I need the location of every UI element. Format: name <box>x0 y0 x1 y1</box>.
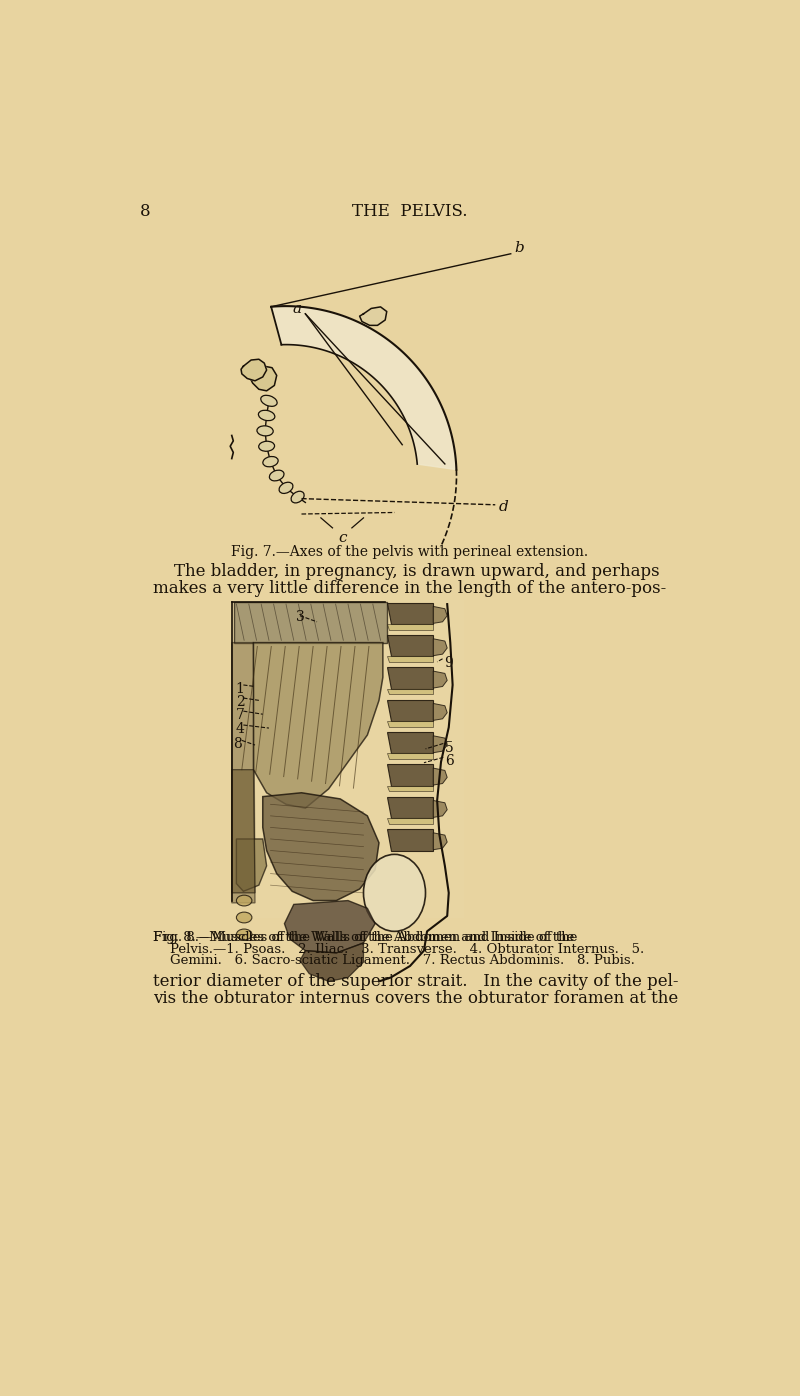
Ellipse shape <box>261 395 277 406</box>
Polygon shape <box>386 829 434 850</box>
Text: a: a <box>292 303 302 317</box>
Polygon shape <box>237 839 266 891</box>
Polygon shape <box>434 704 447 720</box>
Polygon shape <box>254 642 383 808</box>
Polygon shape <box>386 656 434 662</box>
Polygon shape <box>232 769 255 893</box>
Ellipse shape <box>237 930 252 940</box>
Polygon shape <box>434 671 447 688</box>
Polygon shape <box>386 764 434 786</box>
Text: 3: 3 <box>295 610 304 624</box>
Polygon shape <box>434 768 447 785</box>
Polygon shape <box>230 600 464 919</box>
Text: terior diameter of the superior strait.   In the cavity of the pel-: terior diameter of the superior strait. … <box>153 973 678 990</box>
Polygon shape <box>434 800 447 818</box>
Polygon shape <box>386 603 434 624</box>
Text: 6: 6 <box>445 754 454 768</box>
Text: d: d <box>499 500 509 514</box>
Ellipse shape <box>258 441 274 451</box>
Polygon shape <box>241 359 266 381</box>
Polygon shape <box>434 606 447 624</box>
Text: c: c <box>338 530 347 544</box>
Ellipse shape <box>258 410 275 420</box>
Polygon shape <box>386 818 434 824</box>
Polygon shape <box>232 642 255 903</box>
Polygon shape <box>300 942 363 981</box>
Polygon shape <box>285 900 375 953</box>
Polygon shape <box>386 722 434 726</box>
Ellipse shape <box>237 912 252 923</box>
Polygon shape <box>271 306 456 469</box>
Ellipse shape <box>279 482 293 493</box>
Text: Pelvis.—1. Psoas.   2. Iliac.   3. Transverse.   4. Obturator Internus.   5.: Pelvis.—1. Psoas. 2. Iliac. 3. Transvers… <box>170 942 644 956</box>
Text: makes a very little difference in the length of the antero-pos-: makes a very little difference in the le… <box>153 581 666 597</box>
Polygon shape <box>234 602 386 642</box>
Polygon shape <box>386 732 434 754</box>
Text: 8: 8 <box>140 202 151 221</box>
Text: 5: 5 <box>445 741 454 755</box>
Polygon shape <box>386 635 434 656</box>
Text: Fig. 8.—Muscles of the Walls of the Abdomen and Inside of the: Fig. 8.—Muscles of the Walls of the Abdo… <box>153 931 574 944</box>
Text: 8: 8 <box>234 737 242 751</box>
Polygon shape <box>262 793 379 900</box>
Polygon shape <box>360 307 386 325</box>
Polygon shape <box>386 699 434 722</box>
Text: 1: 1 <box>236 681 245 695</box>
Ellipse shape <box>257 426 274 436</box>
Ellipse shape <box>270 470 284 480</box>
Ellipse shape <box>237 895 252 906</box>
Polygon shape <box>386 786 434 792</box>
Ellipse shape <box>291 491 304 503</box>
Polygon shape <box>434 736 447 752</box>
Polygon shape <box>386 688 434 694</box>
Polygon shape <box>386 667 434 688</box>
Text: Fᴛg. 8.—Muscles of the Walls of the Abdomen and Inside of the: Fᴛg. 8.—Muscles of the Walls of the Abdo… <box>153 931 577 944</box>
Text: THE  PELVIS.: THE PELVIS. <box>352 202 468 221</box>
Text: 2: 2 <box>236 695 244 709</box>
Text: Gemini.   6. Sacro-sciatic Ligament.   7. Rectus Abdominis.   8. Pubis.: Gemini. 6. Sacro-sciatic Ligament. 7. Re… <box>170 955 634 967</box>
Polygon shape <box>386 754 434 759</box>
Ellipse shape <box>363 854 426 931</box>
Text: 7: 7 <box>236 708 245 722</box>
Ellipse shape <box>263 456 278 466</box>
Text: Fig. 7.—Axes of the pelvis with perineal extension.: Fig. 7.—Axes of the pelvis with perineal… <box>231 544 589 558</box>
Text: b: b <box>514 240 524 254</box>
Polygon shape <box>434 833 447 850</box>
Text: vis the obturator internus covers the obturator foramen at the: vis the obturator internus covers the ob… <box>153 990 678 1007</box>
Polygon shape <box>386 797 434 818</box>
Polygon shape <box>386 624 434 630</box>
Text: 9: 9 <box>444 656 453 670</box>
Polygon shape <box>434 639 447 656</box>
Text: 4: 4 <box>236 722 245 736</box>
Text: The bladder, in pregnancy, is drawn upward, and perhaps: The bladder, in pregnancy, is drawn upwa… <box>153 564 659 581</box>
Polygon shape <box>250 366 277 391</box>
